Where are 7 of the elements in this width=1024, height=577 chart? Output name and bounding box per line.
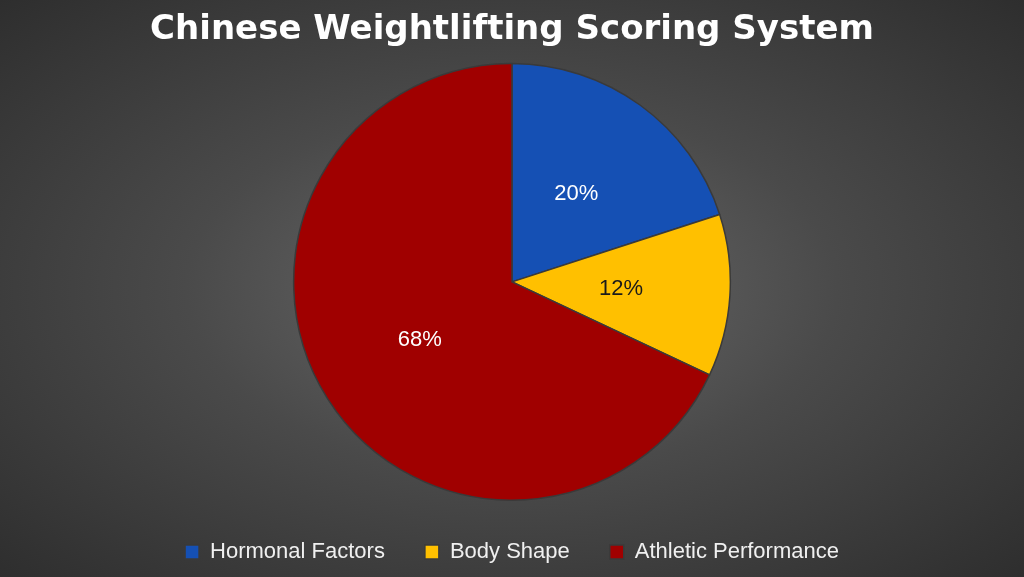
data-label: 12%	[598, 274, 643, 300]
data-label: 20%	[554, 179, 599, 205]
chart-title: Chinese Weightlifting Scoring System	[150, 7, 874, 48]
data-label: 68%	[397, 326, 442, 352]
legend-label: Hormonal Factors	[210, 538, 385, 564]
legend-label: Athletic Performance	[634, 538, 839, 564]
legend-label: Body Shape	[449, 538, 570, 564]
